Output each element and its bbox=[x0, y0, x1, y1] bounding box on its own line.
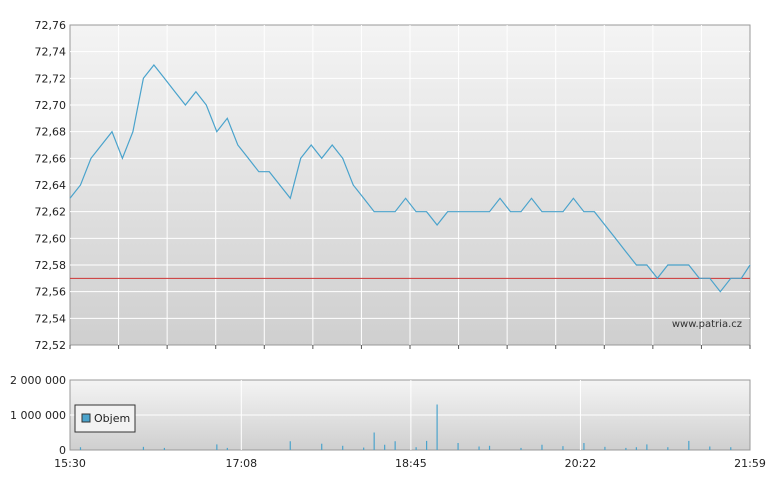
watermark: www.patria.cz bbox=[672, 319, 742, 330]
volume-y-axis: 0 1 000 000 2 000 000 bbox=[10, 374, 66, 457]
price-y-tick-label: 72,70 bbox=[35, 99, 67, 112]
price-y-tick-label: 72,76 bbox=[35, 19, 67, 32]
volume-panel: 0 1 000 000 2 000 000 15:30 17:08 18:45 20:22… bbox=[10, 374, 766, 470]
price-y-tick-label: 72,52 bbox=[35, 339, 67, 352]
price-y-tick-label: 72,56 bbox=[35, 286, 67, 299]
price-y-axis: 72,52 72,54 72,56 72,58 72,60 72,62 72,64 72,66… bbox=[35, 19, 67, 352]
x-tick-label: 20:22 bbox=[565, 457, 597, 470]
price-y-tick-label: 72,68 bbox=[35, 126, 67, 139]
volume-x-axis: 15:30 17:08 18:45 20:22 21:59 bbox=[54, 457, 766, 470]
volume-bars bbox=[79, 404, 732, 450]
legend-label: Objem bbox=[94, 412, 130, 425]
price-y-tick-label: 72,58 bbox=[35, 259, 67, 272]
price-y-tick-label: 72,60 bbox=[35, 232, 67, 245]
price-series-line bbox=[69, 64, 751, 293]
price-y-tick-label: 72,54 bbox=[35, 312, 67, 325]
legend-swatch-icon bbox=[81, 413, 91, 423]
price-y-tick-label: 72,64 bbox=[35, 179, 67, 192]
price-panel: 72,52 72,54 72,56 72,58 72,60 72,62 72,64 72,66… bbox=[35, 19, 751, 352]
price-y-tick-label: 72,66 bbox=[35, 152, 67, 165]
volume-y-tick-label: 1 000 000 bbox=[10, 409, 66, 422]
x-tick-label: 17:08 bbox=[225, 457, 257, 470]
volume-grid bbox=[70, 380, 750, 450]
price-y-tick-label: 72,62 bbox=[35, 206, 67, 219]
price-y-tick-label: 72,72 bbox=[35, 72, 67, 85]
price-y-tick-label: 72,74 bbox=[35, 46, 67, 59]
x-tick-label: 18:45 bbox=[395, 457, 427, 470]
volume-y-tick-label: 2 000 000 bbox=[10, 374, 66, 387]
volume-legend: Objem bbox=[74, 404, 136, 433]
price-grid bbox=[70, 25, 750, 345]
x-tick-label: 15:30 bbox=[54, 457, 86, 470]
volume-y-tick-label: 0 bbox=[59, 444, 66, 457]
x-tick-label: 21:59 bbox=[734, 457, 766, 470]
price-x-ticks bbox=[69, 345, 751, 349]
